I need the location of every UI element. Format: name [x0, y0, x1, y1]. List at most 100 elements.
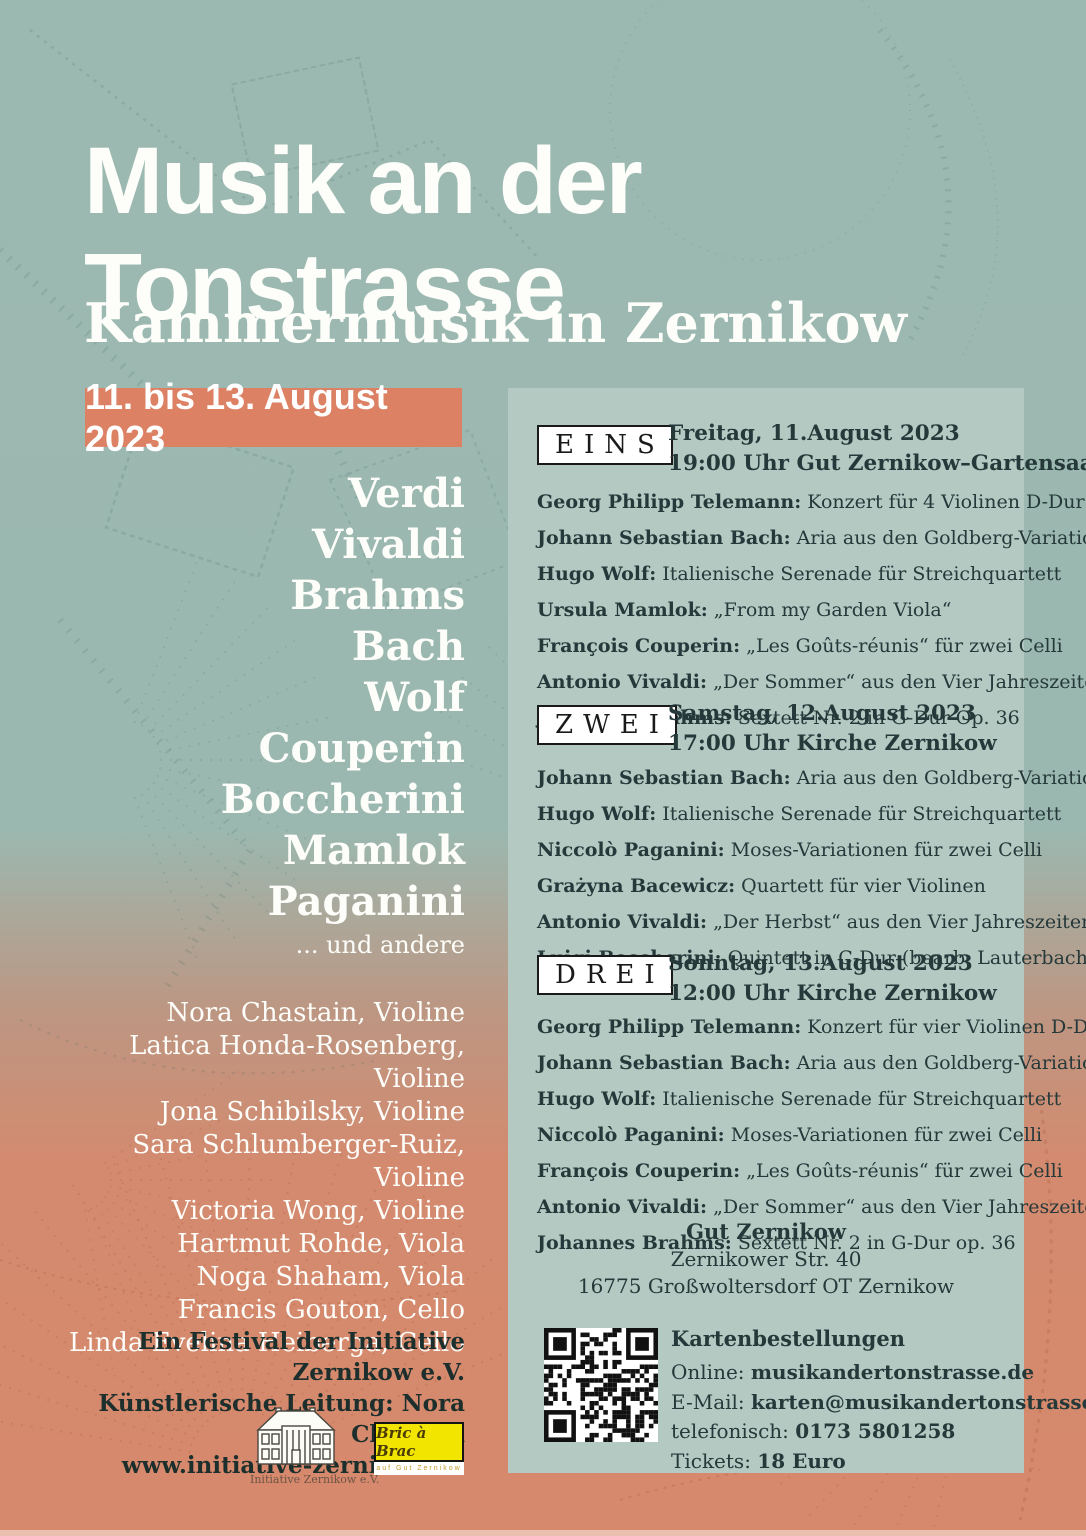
program-composer: Hugo Wolf: — [537, 803, 657, 825]
program-work: „Les Goûts-réunis“ für zwei Celli — [740, 1160, 1063, 1182]
concert-badge-eins: EINS — [537, 425, 673, 465]
program-item: François Couperin: „Les Goûts-réunis“ fü… — [537, 1153, 1063, 1189]
bric-logo-caption: auf Gut Zernikow — [374, 1462, 464, 1475]
venue-city: 16775 Großwoltersdorf OT Zernikow — [577, 1274, 955, 1298]
manor-house-icon — [256, 1407, 336, 1465]
program-item: Johann Sebastian Bach: Aria aus den Gold… — [537, 1045, 1086, 1081]
ticket-value: karten@musikandertonstrasse.de — [751, 1389, 1086, 1414]
program-list-eins: Georg Philipp Telemann: Konzert für 4 Vi… — [537, 484, 1086, 736]
program-item: Georg Philipp Telemann: Konzert für 4 Vi… — [537, 484, 1085, 520]
program-composer: Antonio Vivaldi: — [537, 671, 708, 693]
program-work: Sextett Nr. 2 in G-Dur op. 36 — [731, 1232, 1016, 1254]
ticket-line: Tickets: 18 Euro — [671, 1447, 1086, 1477]
concert-venue: 19:00 Uhr Gut Zernikow–Gartensaal — [668, 451, 1086, 476]
program-item: Antonio Vivaldi: „Der Sommer“ aus den Vi… — [537, 664, 1086, 700]
ticket-value: 18 Euro — [757, 1448, 846, 1473]
composer-name: Mamlok — [282, 827, 465, 874]
program-work: „Der Sommer“ aus den Vier Jahreszeiten — [707, 671, 1086, 693]
program-composer: François Couperin: — [537, 1160, 741, 1182]
ticket-info: Kartenbestellungen Online: musikanderton… — [671, 1324, 1086, 1476]
program-item: Johannes Brahms: Sextett Nr. 2 in G-Dur … — [537, 1225, 1016, 1261]
program-work: „Der Herbst“ aus den Vier Jahreszeiten — [707, 911, 1086, 933]
program-work: „Der Sommer“ aus den Vier Jahreszeiten — [707, 1196, 1086, 1218]
concert-venue: 17:00 Uhr Kirche Zernikow — [668, 731, 997, 756]
bric-logo-text: Bric à Brac — [374, 1422, 464, 1462]
program-item: Hugo Wolf: Italienische Serenade für Str… — [537, 796, 1061, 832]
program-item: Hugo Wolf: Italienische Serenade für Str… — [537, 556, 1061, 592]
performer-item: Victoria Wong, Violine — [171, 1196, 465, 1226]
program-list-zwei: Johann Sebastian Bach: Aria aus den Gold… — [537, 760, 1086, 976]
concert-header-drei: Sonntag, 13.August 2023 12:00 Uhr Kirche… — [668, 949, 997, 1009]
concert-date: Samstag, 12.August 2023 — [668, 701, 976, 726]
performer-item: Francis Gouton, Cello — [177, 1295, 465, 1325]
program-composer: Johann Sebastian Bach: — [537, 1052, 791, 1074]
poster-title-line1: Musik an der — [84, 127, 643, 234]
program-work: Aria aus den Goldberg-Variationen — [796, 1052, 1086, 1074]
performer-item: Latica Honda-Rosenberg, Violine — [129, 1031, 465, 1094]
ticket-value: musikandertonstrasse.de — [750, 1360, 1035, 1384]
program-list-drei: Georg Philipp Telemann: Konzert für vier… — [537, 1009, 1086, 1261]
program-composer: Grażyna Bacewicz: — [537, 875, 736, 897]
program-composer: Johann Sebastian Bach: — [537, 767, 791, 789]
program-work: „Les Goûts-réunis“ für zwei Celli — [740, 635, 1063, 657]
program-item: Georg Philipp Telemann: Konzert für vier… — [537, 1009, 1086, 1045]
program-work: Moses-Variationen für zwei Celli — [724, 1124, 1043, 1146]
venue-name: Gut Zernikow — [686, 1219, 846, 1244]
ticket-label: Tickets: — [671, 1448, 758, 1473]
concert-date: Freitag, 11.August 2023 — [668, 421, 960, 446]
poster-subtitle: Kammermusik in Zernikow — [84, 291, 908, 355]
poster-title: Musik an der Tonstrasse — [84, 127, 643, 340]
bottom-edge-strip — [0, 1530, 1086, 1536]
performer-item: Nora Chastain, Violine — [166, 998, 465, 1028]
ticket-line: E-Mail: karten@musikandertonstrasse.de — [671, 1388, 1086, 1418]
program-item: Antonio Vivaldi: „Der Herbst“ aus den Vi… — [537, 904, 1086, 940]
program-work: Moses-Variationen für zwei Celli — [724, 839, 1043, 861]
ticket-label: Online: — [671, 1360, 751, 1384]
program-work: Sextett Nr. 2 in G-Dur Op. 36 — [731, 707, 1020, 729]
venue-address: Gut Zernikow Zernikower Str. 40 16775 Gr… — [508, 1218, 1024, 1301]
composer-name: Couperin — [258, 725, 465, 772]
program-composer: Georg Philipp Telemann: — [537, 1016, 802, 1038]
ticket-label: E-Mail: — [671, 1389, 752, 1414]
program-composer: Hugo Wolf: — [537, 563, 657, 585]
program-work: Aria aus den Goldberg-Variationen — [796, 767, 1086, 789]
program-work: Konzert für vier Violinen D-Dur — [801, 1016, 1086, 1038]
program-composer: Niccolò Paganini: — [537, 1124, 725, 1146]
performer-list: Nora Chastain, Violine Latica Honda-Rosen… — [45, 997, 465, 1360]
performer-item: Sara Schlumberger-Ruiz, Violine — [132, 1130, 465, 1193]
program-work: Aria aus den Goldberg-Variationen — [796, 527, 1086, 549]
program-composer: Johann Sebastian Bach: — [537, 527, 791, 549]
venue-street: Zernikower Str. 40 — [670, 1246, 862, 1271]
concert-badge-drei: DREI — [537, 955, 673, 995]
composer-name: Verdi — [347, 470, 465, 517]
composer-name: Vivaldi — [311, 521, 465, 568]
program-item: Ursula Mamlok: „From my Garden Viola“ — [537, 592, 1014, 628]
program-item: Antonio Vivaldi: „Der Sommer“ aus den Vi… — [537, 1189, 1086, 1225]
program-item: Grażyna Bacewicz: Quartett für vier Viol… — [537, 868, 1014, 904]
ticket-label: telefonisch: — [671, 1419, 796, 1443]
program-work: Quartett für vier Violinen — [735, 875, 986, 897]
performer-item: Jona Schibilsky, Violine — [159, 1097, 465, 1127]
composer-name: Brahms — [290, 572, 465, 619]
initiative-logo-caption: Initiative Zernikow e.V. — [250, 1473, 380, 1486]
initiative-zernikow-logo: Initiative Zernikow e.V. — [250, 1406, 380, 1486]
program-item: François Couperin: „Les Goûts-réunis“ fü… — [537, 628, 1063, 664]
program-item: Niccolò Paganini: Moses-Variationen für … — [537, 832, 1042, 868]
program-work: Quintett in C-Dur (bearb. Lauterbach) — [721, 947, 1086, 969]
composer-name: Wolf — [364, 674, 465, 721]
concert-venue: 12:00 Uhr Kirche Zernikow — [668, 981, 997, 1006]
ticket-value: 0173 5801258 — [795, 1419, 956, 1443]
ticket-title: Kartenbestellungen — [671, 1326, 905, 1351]
qr-code — [544, 1328, 658, 1442]
program-composer: Ursula Mamlok: — [537, 599, 708, 621]
performer-item: Noga Shaham, Viola — [196, 1262, 465, 1292]
program-composer: Antonio Vivaldi: — [537, 911, 708, 933]
program-composer: François Couperin: — [537, 635, 741, 657]
bric-a-brac-logo: Bric à Brac auf Gut Zernikow — [374, 1422, 464, 1475]
composers-more: ... und andere — [295, 931, 465, 959]
concert-date: Sonntag, 13.August 2023 — [668, 951, 973, 976]
program-item: Johann Sebastian Bach: Aria aus den Gold… — [537, 520, 1086, 556]
ticket-line: Online: musikandertonstrasse.de — [671, 1358, 1086, 1388]
program-composer: Hugo Wolf: — [537, 1088, 657, 1110]
